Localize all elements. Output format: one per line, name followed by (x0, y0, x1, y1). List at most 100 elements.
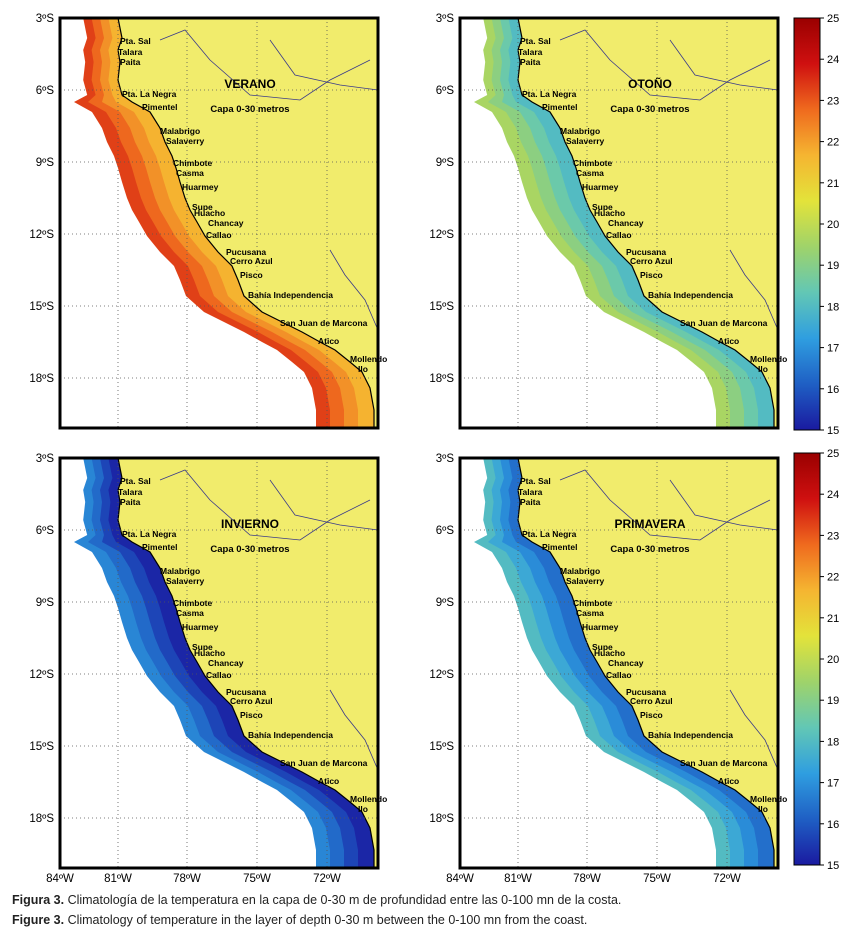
map-frame (458, 456, 780, 870)
place-label-chimbote: Chimbote (573, 598, 612, 608)
place-label-bahia-independencia: Bahía Independencia (648, 290, 733, 300)
lat-tick-label: 6ºS (436, 525, 455, 537)
colorbar-svg: 15 16 17 18 19 20 21 22 23 24 25 (793, 13, 839, 437)
lat-tick-label: 9ºS (436, 157, 455, 169)
place-label-ilo: Ilo (758, 364, 768, 374)
place-label-pta-la-negra: Pta. La Negra (522, 89, 577, 99)
place-label-casma: Casma (176, 608, 204, 618)
lat-tick-label: 12ºS (429, 229, 454, 241)
colorbar-svg: 15 16 17 18 19 20 21 22 23 24 25 (793, 448, 839, 872)
caption-spanish-label: Figura 3. (12, 893, 65, 907)
place-label-huarmey: Huarmey (182, 182, 219, 192)
colorbar-gradient (793, 17, 821, 431)
lat-tick-label: 9ºS (436, 597, 455, 609)
temperature-band (500, 458, 774, 868)
place-label-casma: Casma (576, 608, 604, 618)
place-label-talara: Talara (118, 47, 143, 57)
place-label-supe: Supe (192, 202, 213, 212)
lon-tick-label: 72ºW (313, 873, 341, 885)
lon-tick-label: 81ºW (504, 873, 532, 885)
lat-tick-label: 18ºS (429, 813, 454, 825)
place-label-huacho: Huacho (594, 208, 625, 218)
place-label-atico: Atico (318, 776, 339, 786)
lat-tick-label: 15ºS (429, 741, 454, 753)
place-label-pta-sal: Pta. Sal (120, 36, 151, 46)
border-line (269, 479, 379, 531)
lat-tick-label: 15ºS (29, 301, 54, 313)
border-line (329, 249, 379, 331)
colorbar-tick-label: 15 (827, 425, 839, 437)
place-label-malabrigo: Malabrigo (160, 566, 200, 576)
lat-tick-label: 6ºS (436, 85, 455, 97)
colorbar-tick-label: 19 (827, 260, 839, 272)
border-line (559, 469, 771, 541)
lon-tick-label: 84ºW (446, 873, 474, 885)
place-label-pisco: Pisco (640, 710, 663, 720)
place-label-pta-la-negra: Pta. La Negra (522, 529, 577, 539)
place-label-chancay: Chancay (208, 218, 244, 228)
colorbar-tick-label: 18 (827, 736, 839, 748)
place-label-bahia-independencia: Bahía Independencia (248, 730, 333, 740)
place-label-pisco: Pisco (240, 710, 263, 720)
place-label-huarmey: Huarmey (582, 182, 619, 192)
place-label-salaverry: Salaverry (166, 576, 205, 586)
temperature-colorbar-bottom: 15 16 17 18 19 20 21 22 23 24 25 (790, 445, 860, 875)
colorbar-tick-label: 21 (827, 613, 839, 625)
colorbar-tick-label: 20 (827, 219, 839, 231)
place-label-mollendo: Mollendo (350, 794, 387, 804)
place-label-mollendo: Mollendo (750, 354, 787, 364)
place-label-pucusana: Pucusana (626, 247, 666, 257)
border-line (329, 689, 379, 771)
map-frame (58, 16, 380, 430)
place-label-supe: Supe (592, 202, 613, 212)
place-label-chimbote: Chimbote (173, 158, 212, 168)
map-panel-verano: 3ºS 6ºS 9ºS 12ºS 15ºS 18ºS Pta. Sal Talara Paita… (0, 0, 400, 440)
colorbar-tick-label: 18 (827, 301, 839, 313)
place-label-malabrigo: Malabrigo (160, 126, 200, 136)
place-label-cerro-azul: Cerro Azul (230, 256, 273, 266)
place-label-talara: Talara (518, 47, 543, 57)
border-line (729, 689, 779, 771)
temperature-band (100, 18, 374, 428)
colorbar-tick-label: 25 (827, 13, 839, 25)
lon-tick-label: 81ºW (104, 873, 132, 885)
place-label-casma: Casma (176, 168, 204, 178)
place-label-cerro-azul: Cerro Azul (630, 696, 673, 706)
map-panel-invierno: 3ºS 6ºS 9ºS 12ºS 15ºS 18ºS 84ºW 81ºW 78ºW 75ºW 72º… (0, 440, 400, 885)
colorbar-tick-label: 24 (827, 489, 839, 501)
place-label-pucusana: Pucusana (226, 247, 266, 257)
place-label-pimentel: Pimentel (542, 102, 577, 112)
layer-label: Capa 0-30 metros (210, 104, 289, 115)
lon-tick-label: 84ºW (46, 873, 74, 885)
border-line (669, 39, 779, 91)
place-label-supe: Supe (192, 642, 213, 652)
place-label-san-juan-de-marcona: San Juan de Marcona (680, 758, 768, 768)
place-label-callao: Callao (206, 670, 232, 680)
place-label-paita: Paita (520, 497, 541, 507)
place-label-atico: Atico (318, 336, 339, 346)
border-line (269, 39, 379, 91)
place-label-huarmey: Huarmey (182, 622, 219, 632)
lat-tick-label: 12ºS (29, 229, 54, 241)
layer-label: Capa 0-30 metros (210, 544, 289, 555)
place-label-talara: Talara (118, 487, 143, 497)
map-frame (58, 456, 380, 870)
place-label-bahia-independencia: Bahía Independencia (648, 730, 733, 740)
lat-tick-label: 12ºS (29, 669, 54, 681)
place-label-pta-la-negra: Pta. La Negra (122, 529, 177, 539)
lat-tick-label: 18ºS (29, 813, 54, 825)
map-svg: 3ºS 6ºS 9ºS 12ºS 15ºS 18ºS 84ºW 81ºW 78ºW 75ºW 72º… (429, 453, 787, 885)
place-label-paita: Paita (120, 497, 141, 507)
place-label-mollendo: Mollendo (750, 794, 787, 804)
lat-tick-label: 3ºS (36, 13, 55, 25)
lat-tick-label: 15ºS (429, 301, 454, 313)
season-label: INVIERNO (221, 517, 279, 531)
map-frame (458, 16, 780, 430)
lat-tick-label: 12ºS (429, 669, 454, 681)
place-label-malabrigo: Malabrigo (560, 126, 600, 136)
season-label: OTOÑO (628, 76, 672, 91)
temperature-band (500, 18, 774, 428)
colorbar-tick-label: 22 (827, 572, 839, 584)
place-label-san-juan-de-marcona: San Juan de Marcona (280, 318, 368, 328)
lon-tick-label: 78ºW (173, 873, 201, 885)
